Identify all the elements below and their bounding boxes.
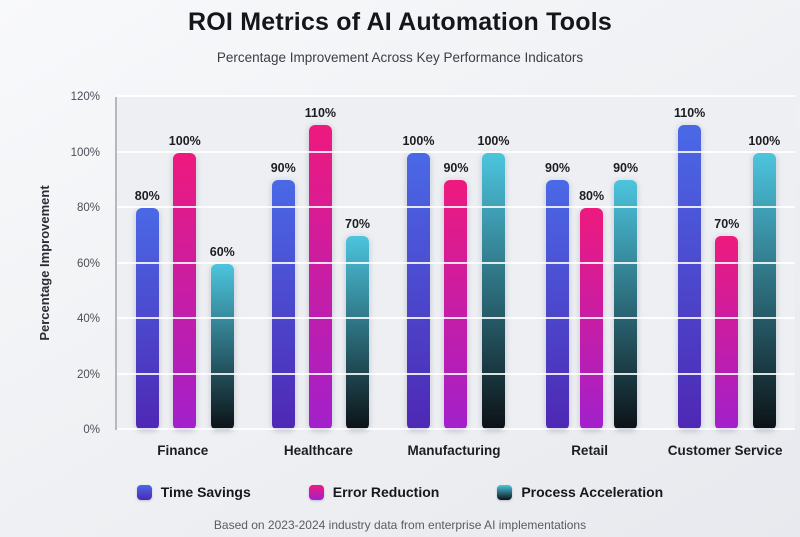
bar-with-label: 100%: [169, 97, 201, 430]
bar: [580, 208, 604, 430]
legend-item: Error Reduction: [308, 484, 440, 500]
bar-value-label: 80%: [579, 189, 605, 203]
bar-with-label: 110%: [305, 97, 336, 430]
bar-group: 90% 80% 90%: [524, 97, 660, 430]
gridline: [117, 428, 795, 430]
legend: Time Savings Error Reduction Process Accel…: [0, 484, 800, 500]
bar: [444, 180, 468, 430]
bar-value-label: 100%: [402, 133, 435, 148]
x-axis-category-label: Customer Service: [667, 443, 783, 458]
gridline: [117, 150, 795, 153]
bar-with-label: 80%: [579, 97, 604, 430]
bar-with-label: 80%: [135, 97, 160, 430]
y-axis-tick-label: 0%: [83, 424, 100, 436]
bar: [173, 152, 197, 430]
legend-label: Error Reduction: [332, 484, 440, 500]
bar-group: 110% 70% 100%: [659, 97, 795, 430]
bar-value-label: 90%: [270, 161, 296, 176]
bar-value-label: 100%: [168, 133, 201, 148]
bar: [481, 152, 505, 430]
bar: [546, 180, 570, 430]
bar: [406, 152, 430, 430]
bar-with-label: 70%: [714, 97, 739, 430]
y-axis-title: Percentage Improvement: [37, 185, 52, 341]
chart-subtitle: Percentage Improvement Across Key Perfor…: [216, 50, 584, 65]
footnote: Based on 2023-2024 industry data from en…: [213, 518, 587, 532]
bar: [752, 152, 776, 430]
legend-swatch: [497, 484, 513, 500]
bar-with-label: 100%: [477, 97, 510, 430]
x-axis-category-label: Manufacturing: [407, 443, 501, 458]
bar-with-label: 90%: [271, 97, 296, 430]
bar-value-label: 80%: [134, 189, 160, 203]
gridline: [117, 317, 795, 319]
legend-label: Time Savings: [160, 484, 251, 500]
bar-with-label: 100%: [748, 97, 780, 430]
x-axis-category-label: Finance: [157, 443, 209, 458]
x-axis-labels: Finance Healthcare Manufacturing Retail Cust…: [115, 443, 793, 458]
bar-value-label: 90%: [545, 161, 571, 176]
x-axis-category-label: Retail: [571, 443, 608, 458]
legend-item: Process Acceleration: [497, 484, 663, 500]
y-axis-tick-label: 60%: [76, 257, 100, 270]
bar-with-label: 60%: [210, 97, 235, 430]
legend-swatch: [308, 484, 324, 500]
bar-value-label: 90%: [443, 161, 469, 176]
bar-groups: 80% 100% 60% 90% 110% 70% 100% 90% 100% 90% 80% 90%…: [117, 97, 795, 430]
legend-swatch: [136, 484, 152, 500]
bar-value-label: 100%: [477, 133, 510, 148]
y-axis-tick-label: 40%: [76, 313, 100, 325]
gridline: [117, 206, 795, 208]
y-axis-tick-label: 100%: [70, 146, 100, 159]
bar-with-label: 90%: [613, 97, 638, 430]
bar-value-label: 100%: [748, 133, 781, 148]
bar: [614, 180, 638, 430]
y-axis-tick-label: 80%: [76, 202, 100, 214]
chart-title: ROI Metrics of AI Automation Tools: [188, 8, 612, 36]
y-axis-tick-label: 120%: [70, 91, 100, 103]
bar: [308, 124, 332, 430]
bar: [135, 208, 159, 430]
bar: [715, 235, 739, 430]
bar-value-label: 70%: [714, 216, 740, 231]
bar-value-label: 90%: [613, 161, 639, 176]
gridline: [117, 372, 795, 375]
y-axis-ticks: 0% 20% 40% 60% 80% 100% 120%: [58, 91, 108, 436]
bar: [271, 180, 295, 430]
bar-value-label: 70%: [345, 216, 371, 231]
x-axis-category-label: Healthcare: [283, 443, 353, 458]
bar-group: 80% 100% 60%: [117, 97, 253, 430]
bar-with-label: 110%: [674, 97, 705, 430]
bar-value-label: 60%: [209, 244, 235, 259]
bar-with-label: 90%: [545, 97, 570, 430]
bar-with-label: 90%: [443, 97, 469, 430]
bar-value-label: 110%: [674, 105, 706, 120]
y-axis-tick-label: 20%: [76, 368, 100, 381]
bar: [346, 235, 370, 430]
gridline: [117, 261, 795, 264]
bar-with-label: 100%: [402, 97, 434, 430]
bar-with-label: 70%: [345, 97, 370, 430]
bar-group: 90% 110% 70%: [253, 97, 389, 430]
bar-value-label: 110%: [304, 105, 337, 120]
legend-label: Process Acceleration: [521, 484, 664, 500]
bar-group: 100% 90% 100%: [388, 97, 524, 430]
bar: [678, 124, 702, 430]
gridline: [117, 95, 795, 97]
plot-area: 80% 100% 60% 90% 110% 70% 100% 90% 100% 90% 80% 90%…: [115, 95, 795, 430]
legend-item: Time Savings: [136, 484, 251, 500]
bar: [210, 263, 234, 430]
